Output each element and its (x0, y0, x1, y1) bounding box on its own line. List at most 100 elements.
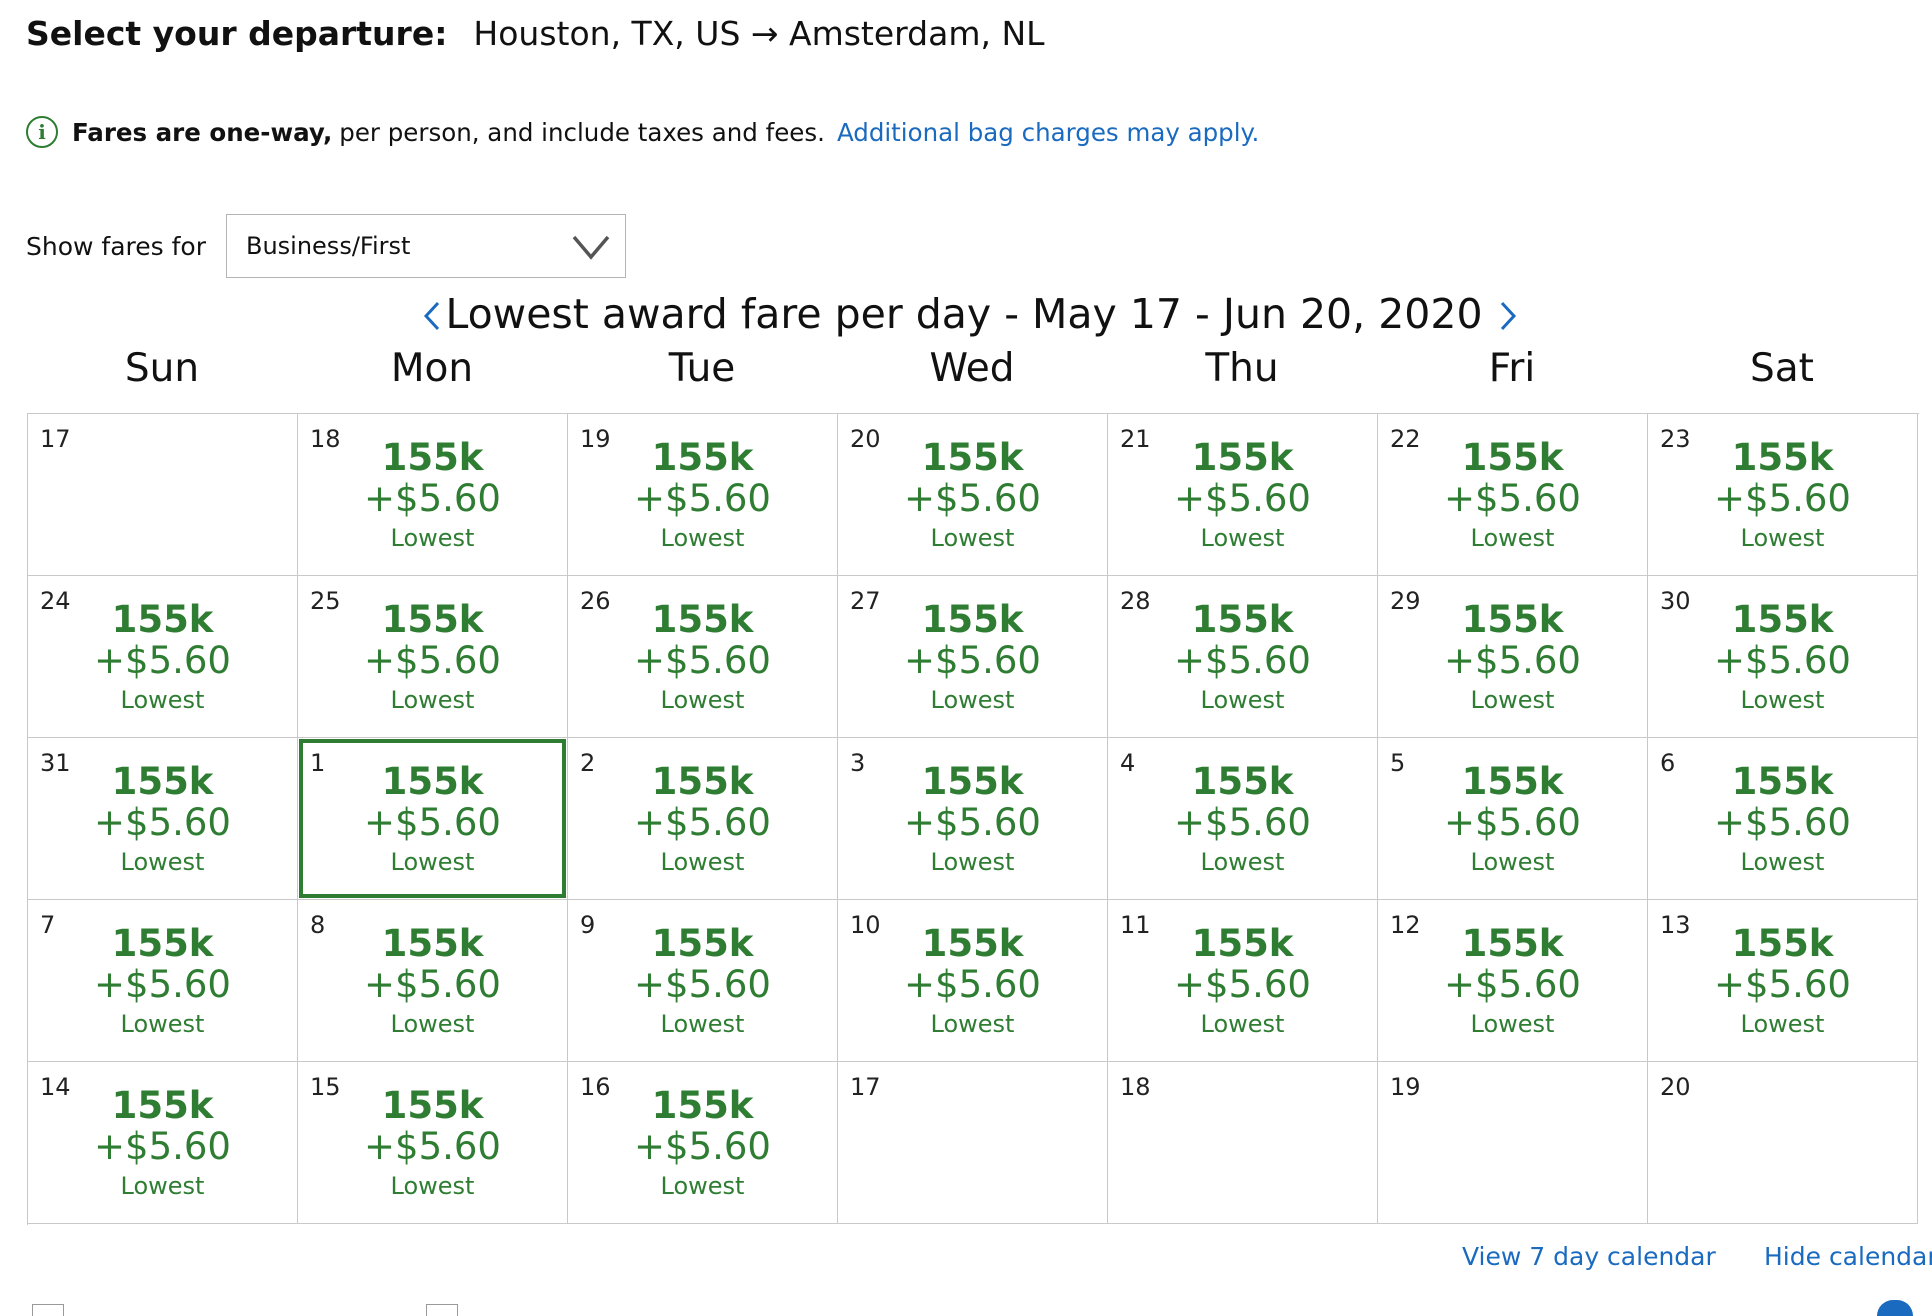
chevron-right-icon (1500, 301, 1517, 331)
fare-taxes: +$5.60 (904, 963, 1041, 1006)
calendar-day-cell[interactable]: 28 155k +$5.60 Lowest (1108, 576, 1378, 738)
day-number: 19 (1390, 1073, 1421, 1101)
fare-note: Lowest (1470, 524, 1555, 552)
calendar-day-cell[interactable]: 13 155k +$5.60 Lowest (1648, 900, 1918, 1062)
calendar-day-cell[interactable]: 20 155k +$5.60 Lowest (838, 414, 1108, 576)
calendar-day-cell[interactable]: 30 155k +$5.60 Lowest (1648, 576, 1918, 738)
fare-note: Lowest (930, 1010, 1015, 1038)
calendar-day-cell[interactable]: 19 155k +$5.60 Lowest (568, 414, 838, 576)
day-number: 28 (1120, 587, 1151, 615)
day-number: 3 (850, 749, 866, 777)
calendar-day-cell[interactable]: 22 155k +$5.60 Lowest (1378, 414, 1648, 576)
calendar-day-cell[interactable]: 5 155k +$5.60 Lowest (1378, 738, 1648, 900)
calendar-day-cell[interactable]: 18 155k +$5.60 Lowest (298, 414, 568, 576)
calendar-day-cell[interactable]: 4 155k +$5.60 Lowest (1108, 738, 1378, 900)
fare-note: Lowest (1740, 686, 1825, 714)
info-circle-icon: i (26, 116, 58, 148)
calendar-day-cell[interactable]: 21 155k +$5.60 Lowest (1108, 414, 1378, 576)
show-fares-label: Show fares for (26, 231, 206, 261)
calendar-day-cell[interactable]: 31 155k +$5.60 Lowest (28, 738, 298, 900)
day-number: 7 (40, 911, 56, 939)
checkbox[interactable] (32, 1304, 64, 1316)
fare-note: Lowest (1470, 686, 1555, 714)
fare-miles: 155k (381, 436, 484, 479)
day-number: 19 (580, 425, 611, 453)
fare-note: Lowest (390, 686, 475, 714)
weekday-label: Mon (390, 346, 474, 391)
fare-note: Lowest (120, 1010, 205, 1038)
day-number: 23 (1660, 425, 1691, 453)
fare-miles: 155k (381, 760, 484, 803)
fare-miles: 155k (1731, 922, 1834, 965)
calendar-day-cell[interactable]: 1 155k +$5.60 Lowest (298, 738, 568, 900)
calendar-day-cell[interactable]: 15 155k +$5.60 Lowest (298, 1062, 568, 1224)
fare-taxes: +$5.60 (1444, 801, 1581, 844)
calendar-day-cell[interactable]: 10 155k +$5.60 Lowest (838, 900, 1108, 1062)
fare-taxes: +$5.60 (1444, 639, 1581, 682)
day-number: 1 (310, 749, 326, 777)
calendar-day-cell[interactable]: 14 155k +$5.60 Lowest (28, 1062, 298, 1224)
hide-calendar-link[interactable]: Hide calendar (1764, 1242, 1932, 1271)
fare-miles: 155k (111, 760, 214, 803)
fare-taxes: +$5.60 (1174, 801, 1311, 844)
fare-class-select[interactable]: Business/First (225, 214, 626, 278)
chevron-down-icon (572, 235, 610, 260)
fare-taxes: +$5.60 (1444, 963, 1581, 1006)
fare-miles: 155k (651, 760, 754, 803)
day-number: 29 (1390, 587, 1421, 615)
calendar-day-cell[interactable]: 8 155k +$5.60 Lowest (298, 900, 568, 1062)
fare-taxes: +$5.60 (904, 477, 1041, 520)
calendar-day-cell[interactable]: 3 155k +$5.60 Lowest (838, 738, 1108, 900)
calendar-day-cell[interactable]: 16 155k +$5.60 Lowest (568, 1062, 838, 1224)
fare-taxes: +$5.60 (1444, 477, 1581, 520)
fare-note: Lowest (930, 686, 1015, 714)
calendar-day-cell[interactable]: 17 (838, 1062, 1108, 1224)
calendar-day-cell[interactable]: 2 155k +$5.60 Lowest (568, 738, 838, 900)
help-button[interactable] (1877, 1300, 1913, 1316)
calendar-day-cell[interactable]: 29 155k +$5.60 Lowest (1378, 576, 1648, 738)
fare-taxes: +$5.60 (94, 1125, 231, 1168)
fare-note: Lowest (930, 524, 1015, 552)
view-7-day-calendar-link[interactable]: View 7 day calendar (1462, 1242, 1716, 1271)
fare-miles: 155k (1461, 760, 1564, 803)
day-number: 5 (1390, 749, 1406, 777)
calendar-day-cell[interactable]: 9 155k +$5.60 Lowest (568, 900, 838, 1062)
fare-taxes: +$5.60 (1174, 963, 1311, 1006)
fare-miles: 155k (381, 598, 484, 641)
next-month-button[interactable] (1488, 296, 1528, 336)
fare-miles: 155k (381, 1084, 484, 1127)
fare-miles: 155k (651, 436, 754, 479)
fare-note: Lowest (1740, 524, 1825, 552)
departure-header: Select your departure: Houston, TX, US → … (26, 14, 1045, 53)
calendar-day-cell[interactable]: 27 155k +$5.60 Lowest (838, 576, 1108, 738)
calendar-day-cell[interactable]: 6 155k +$5.60 Lowest (1648, 738, 1918, 900)
calendar-day-cell[interactable]: 24 155k +$5.60 Lowest (28, 576, 298, 738)
bag-charges-link[interactable]: Additional bag charges may apply. (836, 117, 1260, 147)
calendar-day-cell[interactable]: 25 155k +$5.60 Lowest (298, 576, 568, 738)
day-number: 24 (40, 587, 71, 615)
fare-note: Lowest (660, 1010, 745, 1038)
fare-taxes: +$5.60 (94, 801, 231, 844)
calendar-day-cell[interactable]: 23 155k +$5.60 Lowest (1648, 414, 1918, 576)
fare-taxes: +$5.60 (94, 963, 231, 1006)
calendar-title: Lowest award fare per day - May 17 - Jun… (445, 290, 1483, 338)
prev-month-button[interactable] (412, 296, 452, 336)
calendar-day-cell[interactable]: 26 155k +$5.60 Lowest (568, 576, 838, 738)
calendar-day-cell[interactable]: 19 (1378, 1062, 1648, 1224)
day-number: 17 (40, 425, 71, 453)
calendar-day-cell[interactable]: 17 (28, 414, 298, 576)
weekday-label: Sat (1750, 346, 1814, 391)
calendar-day-cell[interactable]: 12 155k +$5.60 Lowest (1378, 900, 1648, 1062)
fare-miles: 155k (651, 1084, 754, 1127)
checkbox[interactable] (426, 1304, 458, 1316)
calendar-day-cell[interactable]: 11 155k +$5.60 Lowest (1108, 900, 1378, 1062)
day-number: 14 (40, 1073, 71, 1101)
calendar-day-cell[interactable]: 18 (1108, 1062, 1378, 1224)
fare-note: Lowest (390, 848, 475, 876)
calendar-day-cell[interactable]: 20 (1648, 1062, 1918, 1224)
day-number: 26 (580, 587, 611, 615)
weekday-label: Wed (929, 346, 1015, 391)
day-number: 10 (850, 911, 881, 939)
fare-note: Lowest (390, 1010, 475, 1038)
calendar-day-cell[interactable]: 7 155k +$5.60 Lowest (28, 900, 298, 1062)
